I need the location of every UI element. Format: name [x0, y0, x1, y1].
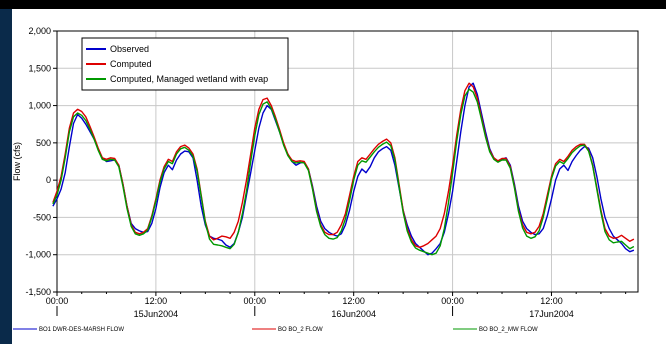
top-border-bar [0, 0, 666, 9]
bottom-legend-label: BO BO_2 FLOW [278, 327, 323, 333]
x-tick-label: 12:00 [342, 296, 365, 306]
series-line-0 [52, 82, 635, 256]
x-axis-ticks: 00:00 12:00 00:00 12:00 00:00 12:00 [46, 292, 627, 306]
y-tick-label: 2,000 [28, 26, 51, 36]
legend: Observed Computed Computed, Managed wetlan… [81, 37, 289, 91]
y-tick-label: 0 [46, 175, 51, 185]
x-tick-label: 00:00 [46, 296, 69, 306]
x-tick-label: 12:00 [145, 296, 168, 306]
series-lines [52, 82, 635, 256]
left-border-bar [0, 9, 12, 344]
y-tick-label: -1,000 [25, 250, 51, 260]
day-label: 15Jun2004 [134, 309, 179, 319]
day-label: 17Jun2004 [529, 309, 574, 319]
y-tick-label: 500 [36, 138, 51, 148]
y-tick-label: 1,000 [28, 101, 51, 111]
plot-frame [56, 30, 639, 293]
legend-entry-label: Observed [110, 44, 149, 54]
day-label: 16Jun2004 [331, 309, 376, 319]
legend-entry-label: Computed, Managed wetland with evap [110, 74, 268, 84]
y-tick-label: -500 [33, 212, 51, 222]
legend-box [81, 37, 289, 91]
bottom-legend: BO1 DWR-DES-MARSH FLOW BO BO_2 FLOW BO BO_… [13, 327, 538, 333]
y-tick-label: 1,500 [28, 63, 51, 73]
bottom-legend-label: BO BO_2_MW FLOW [479, 327, 538, 333]
series-line-2 [52, 88, 635, 256]
day-labels: 15Jun2004 16Jun2004 17Jun2004 [56, 306, 574, 319]
y-tick-label: -1,500 [25, 287, 51, 297]
x-tick-label: 12:00 [540, 296, 563, 306]
x-tick-label: 00:00 [441, 296, 464, 306]
y-axis-ticks: 2,000 1,500 1,000 500 0 -500 -1,000 -1,500 [25, 26, 57, 297]
x-tick-label: 00:00 [244, 296, 267, 306]
y-axis-label: Flow (cfs) [12, 142, 22, 181]
legend-entry-label: Computed [110, 59, 152, 69]
bottom-legend-label: BO1 DWR-DES-MARSH FLOW [39, 327, 124, 333]
